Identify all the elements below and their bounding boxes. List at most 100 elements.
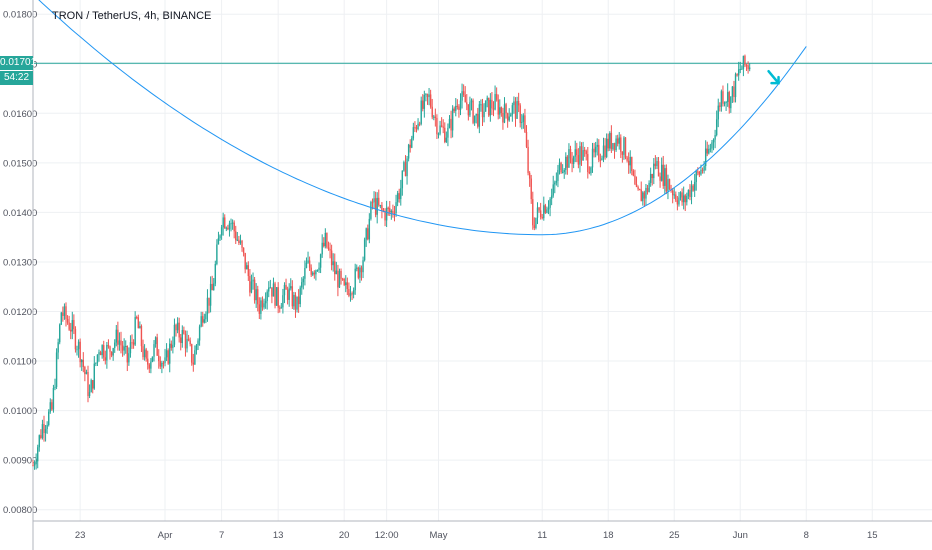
candle-body <box>436 117 438 135</box>
candle-body <box>522 115 525 122</box>
candle-body <box>266 291 268 302</box>
candle-body <box>51 402 53 410</box>
candle-body <box>139 326 141 329</box>
candle-body <box>268 287 270 292</box>
candle-body <box>579 146 581 165</box>
candle-body <box>627 160 630 166</box>
candle-body <box>283 284 286 296</box>
y-tick-label: 0.01800 <box>3 10 37 21</box>
candle-body <box>686 196 688 203</box>
candle-body <box>744 55 746 66</box>
candle-body <box>555 180 558 183</box>
candle-body <box>125 345 127 347</box>
candle-body <box>494 94 496 110</box>
candle-body <box>261 300 264 308</box>
candle-body <box>646 187 649 192</box>
candle-body <box>62 312 64 316</box>
candle-body <box>84 366 86 375</box>
candle-body <box>695 171 697 182</box>
candle-body <box>107 344 110 347</box>
candle-body <box>613 143 616 151</box>
candle-body <box>538 207 540 211</box>
candle-body <box>530 178 532 200</box>
candle-body <box>431 106 433 118</box>
candle-body <box>734 74 737 98</box>
candle-body <box>439 125 441 134</box>
candle-body <box>32 465 34 467</box>
candle-body <box>506 113 509 121</box>
candle-body <box>365 228 367 240</box>
candle-body <box>422 100 424 109</box>
candle-body <box>462 91 465 95</box>
x-tick-label: Jun <box>733 530 748 541</box>
candle-body <box>580 146 583 161</box>
candle-body <box>676 200 679 205</box>
y-tick-label: 0.01000 <box>3 406 37 417</box>
candle-body <box>516 100 518 119</box>
candle-body <box>714 135 716 140</box>
candle-body <box>231 222 234 224</box>
candle-body <box>55 352 58 387</box>
candle-body <box>701 169 704 171</box>
candle-body <box>547 207 550 210</box>
candle-body <box>484 100 487 112</box>
candle-body <box>423 94 426 109</box>
candle-body <box>609 132 611 149</box>
candle-body <box>241 240 243 248</box>
candle-body <box>114 342 116 349</box>
candle-body <box>455 105 457 111</box>
candle-body <box>131 342 133 344</box>
candle-body <box>717 105 719 120</box>
candle-body <box>330 250 333 266</box>
candle-body <box>373 198 375 203</box>
candle-body <box>191 344 193 363</box>
candle-body <box>121 345 124 351</box>
candle-body <box>631 156 633 171</box>
candle-body <box>324 232 327 247</box>
candle-body <box>629 156 631 166</box>
candle-body <box>242 247 245 253</box>
y-tick-label: 0.01400 <box>3 208 37 219</box>
candle-body <box>610 132 613 150</box>
candle-body <box>563 169 565 173</box>
candle-body <box>467 104 470 116</box>
candle-body <box>390 210 393 213</box>
candle-body <box>184 333 187 349</box>
candle-body <box>433 116 435 118</box>
candle-body <box>649 173 652 183</box>
candle-body <box>470 100 473 103</box>
candle-body <box>466 102 468 105</box>
candle-body <box>172 344 174 348</box>
candle-body <box>392 210 394 213</box>
x-tick-label: 25 <box>669 530 680 541</box>
candle-body <box>378 197 380 206</box>
candle-body <box>181 330 184 344</box>
candle-body <box>519 105 521 123</box>
candle-body <box>158 355 160 362</box>
candle-body <box>167 350 169 364</box>
candle-body <box>205 314 207 320</box>
candle-body <box>741 68 743 70</box>
candle-body <box>552 184 554 196</box>
candle-body <box>228 223 231 230</box>
candle-body <box>385 207 388 221</box>
candle-body <box>483 111 485 118</box>
candle-body <box>624 137 627 158</box>
candle-body <box>505 104 507 114</box>
candle-body <box>690 185 693 198</box>
candle-body <box>401 170 404 189</box>
candle-body <box>198 326 201 341</box>
candle-body <box>620 137 622 152</box>
candle-body <box>106 344 108 361</box>
candle-body <box>387 207 389 209</box>
candle-body <box>316 269 319 271</box>
candle-body <box>527 146 529 173</box>
candle-body <box>82 359 84 367</box>
candle-body <box>148 364 151 369</box>
candle-body <box>117 329 119 345</box>
candle-body <box>684 195 686 203</box>
candle-body <box>459 100 462 111</box>
x-tick-label: 15 <box>867 530 878 541</box>
